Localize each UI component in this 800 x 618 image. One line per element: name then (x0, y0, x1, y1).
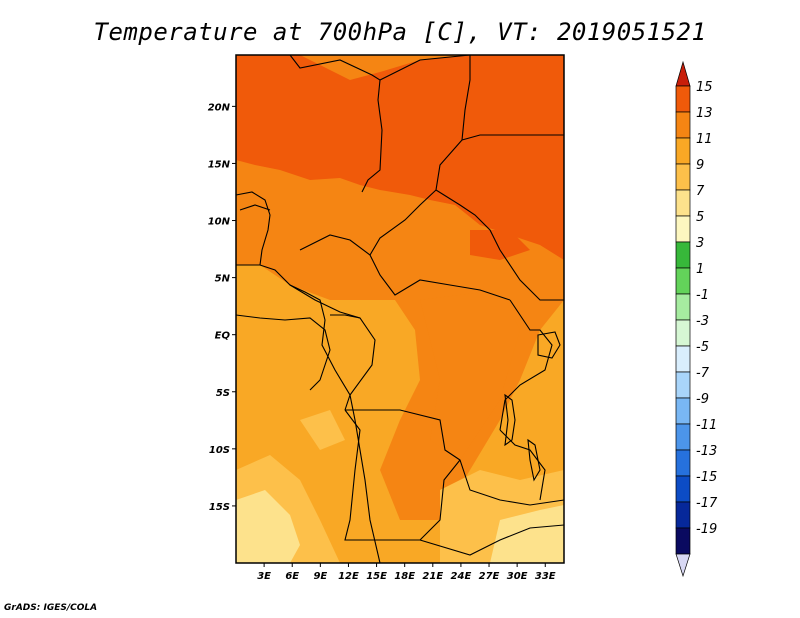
x-tick-label: 3E (257, 571, 271, 582)
y-tick-label: 5S (216, 388, 230, 399)
colorbar-label: 9 (696, 158, 704, 173)
colorbar-swatch (675, 267, 691, 295)
x-tick-label: 30E (507, 571, 528, 582)
x-tick-label: 27E (479, 571, 500, 582)
x-tick-label: 18E (394, 571, 415, 582)
country-border (419, 524, 565, 556)
grads-credit: GrADS: IGES/COLA (4, 603, 98, 613)
colorbar-label: -13 (696, 444, 717, 459)
colorbar-label: 1 (696, 262, 704, 277)
colorbar-label: 13 (696, 106, 713, 121)
country-border (499, 429, 546, 501)
lake-outline (537, 331, 561, 359)
colorbar-swatch (675, 85, 691, 113)
temperature-field (236, 55, 564, 563)
field-cool-region (300, 410, 345, 450)
colorbar-label: -7 (696, 366, 710, 381)
country-border (379, 54, 471, 81)
country-border (461, 134, 564, 141)
y-tick-label: 20N (208, 102, 231, 113)
longitude-axis: 3E 6E 9E 12E 15E 18E 21E 24E 27E 30E 33E (257, 563, 556, 582)
x-tick-label: 12E (338, 571, 359, 582)
colorbar-label: -11 (696, 418, 717, 433)
colorbar-label: 11 (696, 132, 713, 147)
colorbar-label: 15 (696, 80, 713, 95)
colorbar-label: -3 (696, 314, 709, 329)
colorbar-swatch (675, 423, 691, 451)
colorbar-label: 5 (696, 210, 704, 225)
country-border (235, 191, 271, 266)
field-coolest-region (490, 505, 564, 563)
country-border (344, 409, 420, 541)
colorbar-label: -17 (696, 496, 718, 511)
x-tick-label: 6E (285, 571, 299, 582)
colorbar-swatch (675, 449, 691, 477)
colorbar-swatch (675, 163, 691, 191)
country-border (235, 314, 331, 391)
country-borders (235, 54, 565, 564)
colorbar-swatch (675, 371, 691, 399)
colorbar-label: -19 (696, 522, 717, 537)
country-border (299, 234, 511, 301)
y-tick-label: 15S (209, 502, 230, 513)
coastline (236, 264, 381, 564)
country-border (289, 54, 383, 193)
x-tick-label: 15E (366, 571, 387, 582)
field-coolest-region (236, 490, 300, 563)
colorbar-bottom-arrow (675, 553, 691, 578)
field-warm-region (420, 290, 520, 460)
country-border (419, 459, 461, 541)
colorbar-legend: 15 13 11 9 7 5 3 1 -1 -3 -5 -7 -9 -11 -13 -15 -17 -19 (675, 60, 718, 578)
field-hot-region (266, 90, 320, 130)
colorbar-label: -15 (696, 470, 717, 485)
country-border (369, 55, 471, 256)
colorbar-label: -9 (696, 392, 709, 407)
y-tick-label: 5N (215, 274, 231, 285)
colorbar-label: 3 (696, 236, 704, 251)
colorbar-swatch (675, 189, 691, 217)
y-tick-label: 10S (209, 445, 230, 456)
colorbar-swatch (675, 241, 691, 269)
latitude-axis: 20N 15N 10N 5N EQ 5S 10S 15S (208, 102, 236, 513)
country-border (435, 189, 564, 301)
colorbar-swatch (675, 215, 691, 243)
country-border (289, 284, 376, 411)
colorbar-swatch (675, 501, 691, 529)
colorbar-label: -5 (696, 340, 709, 355)
colorbar-swatch (675, 111, 691, 139)
colorbar-top-arrow (675, 60, 691, 87)
field-hot-region (470, 230, 530, 260)
lake-outline (527, 438, 541, 482)
country-border (239, 204, 271, 211)
colorbar-swatch (675, 475, 691, 503)
x-tick-label: 24E (451, 571, 472, 582)
colorbar-swatch (675, 527, 691, 555)
colorbar-swatch (675, 137, 691, 165)
colorbar-swatch (675, 397, 691, 425)
colorbar-swatch (675, 319, 691, 347)
x-tick-label: 33E (535, 571, 556, 582)
colorbar-label: -1 (696, 288, 709, 303)
y-tick-label: 15N (208, 159, 231, 170)
country-border (330, 314, 361, 319)
plot-title: Temperature at 700hPa [C], VT: 201905152… (93, 18, 707, 46)
colorbar-label: 7 (696, 184, 705, 199)
y-tick-label: EQ (215, 331, 231, 342)
colorbar-swatch (675, 345, 691, 373)
colorbar-swatch (675, 293, 691, 321)
x-tick-label: 9E (313, 571, 327, 582)
x-tick-label: 21E (422, 571, 443, 582)
lake-outline (504, 393, 516, 447)
map-frame (235, 54, 565, 564)
y-tick-label: 10N (208, 217, 231, 228)
